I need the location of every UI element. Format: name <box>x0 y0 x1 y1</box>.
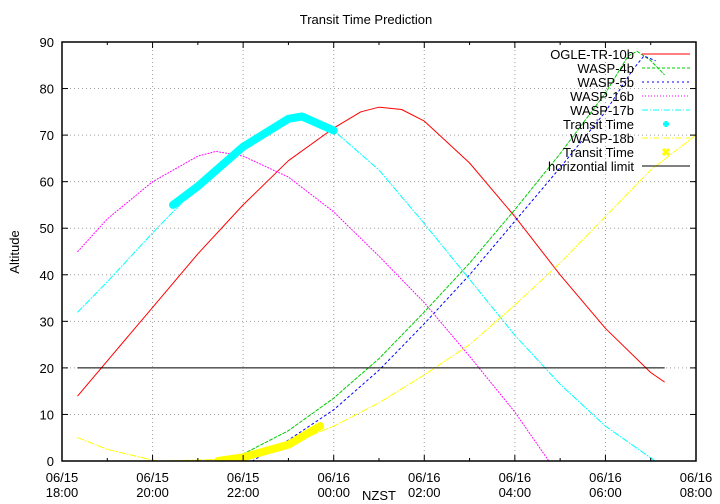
x-tick-time: 08:00 <box>680 485 713 500</box>
x-tick-date: 06/16 <box>499 470 532 485</box>
series-wasp-4b <box>229 50 665 461</box>
x-axis-label: NZST <box>362 488 396 503</box>
series-transit-time <box>214 422 325 461</box>
y-axis-tick-labels: 0 10 20 30 40 50 60 70 80 90 <box>40 35 54 469</box>
axis-ticks <box>61 41 697 462</box>
x-tick-time: 22:00 <box>227 485 260 500</box>
y-tick-label: 0 <box>47 454 54 469</box>
x-tick-date: 06/16 <box>408 470 441 485</box>
legend-label: WASP-5b <box>577 75 634 90</box>
legend-label: Transit Time <box>563 117 634 132</box>
y-tick-label: 10 <box>40 407 54 422</box>
y-tick-label: 50 <box>40 221 54 236</box>
chart-title: Transit Time Prediction <box>300 12 432 27</box>
legend: OGLE-TR-10bWASP-4bWASP-5bWASP-16bWASP-17… <box>548 47 690 174</box>
y-tick-label: 90 <box>40 35 54 50</box>
legend-label: WASP-17b <box>570 103 634 118</box>
x-tick-time: 00:00 <box>317 485 350 500</box>
x-tick-time: 04:00 <box>499 485 532 500</box>
y-tick-label: 30 <box>40 314 54 329</box>
legend-cross-marker-icon <box>661 147 671 157</box>
x-tick-time: 18:00 <box>46 485 79 500</box>
x-tick-time: 20:00 <box>136 485 169 500</box>
series-wasp-16b <box>77 150 550 461</box>
series-wasp-18b <box>77 134 696 461</box>
legend-label: WASP-16b <box>570 89 634 104</box>
legend-label: Transit Time <box>563 145 634 160</box>
y-tick-label: 60 <box>40 175 54 190</box>
y-axis-label: Altitude <box>7 230 22 273</box>
legend-label: WASP-4b <box>577 61 634 76</box>
x-tick-date: 06/16 <box>589 470 622 485</box>
legend-label: horizontial limit <box>548 159 634 174</box>
x-tick-time: 02:00 <box>408 485 441 500</box>
x-tick-time: 06:00 <box>589 485 622 500</box>
series-lines <box>77 50 696 461</box>
y-tick-label: 20 <box>40 361 54 376</box>
series-transit-time <box>169 112 338 209</box>
y-tick-label: 70 <box>40 128 54 143</box>
legend-plus-marker-icon <box>663 121 669 127</box>
x-tick-date: 06/15 <box>46 470 79 485</box>
x-tick-date: 06/16 <box>317 470 350 485</box>
series-wasp-5b <box>251 55 656 461</box>
x-tick-date: 06/16 <box>680 470 713 485</box>
series-ogle-tr-10b <box>77 106 665 397</box>
legend-label: WASP-18b <box>570 131 634 146</box>
y-tick-label: 40 <box>40 268 54 283</box>
x-tick-date: 06/15 <box>227 470 260 485</box>
legend-label: OGLE-TR-10b <box>550 47 634 62</box>
y-tick-label: 80 <box>40 82 54 97</box>
x-axis-tick-labels: 06/1518:0006/1520:0006/1522:0006/1600:00… <box>46 470 713 500</box>
x-tick-date: 06/15 <box>136 470 169 485</box>
